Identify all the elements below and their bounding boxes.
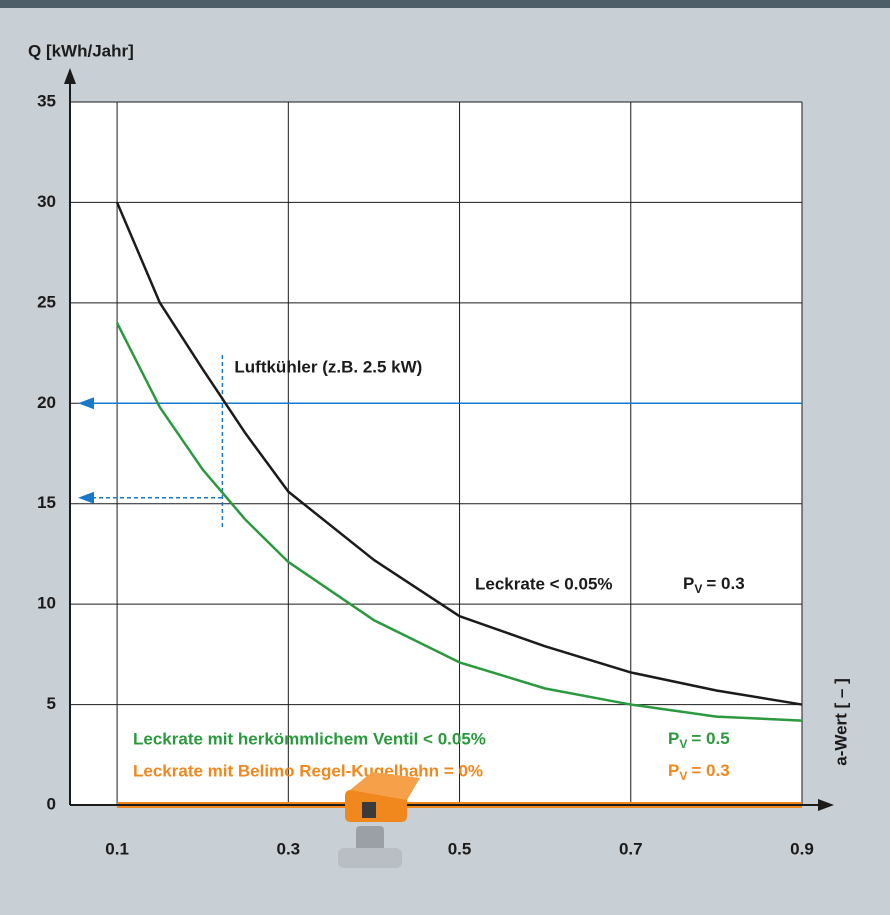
x-axis-label: a-Wert [ – ] <box>831 678 850 766</box>
y-axis-arrow <box>64 68 76 84</box>
pv-part: = 0.5 <box>691 729 729 748</box>
y-tick-label: 5 <box>47 694 56 713</box>
x-tick-label: 0.3 <box>276 839 300 858</box>
y-tick-label: 35 <box>37 91 56 110</box>
x-tick-label: 0.5 <box>448 839 472 858</box>
pv-part: P <box>668 729 679 748</box>
series-pv: PV = 0.3 <box>668 761 730 783</box>
pv-part: P <box>668 761 679 780</box>
x-axis-arrow <box>818 799 834 811</box>
pv-part: V <box>694 582 702 596</box>
series-label: Leckrate < 0.05% <box>475 574 613 593</box>
y-tick-label: 0 <box>47 794 56 813</box>
top-bar <box>0 0 890 8</box>
y-axis-label: Q [kWh/Jahr] <box>28 41 134 60</box>
pv-part: V <box>679 737 687 751</box>
series-label: Leckrate mit Belimo Regel-Kugelhahn = 0% <box>133 761 483 780</box>
series-pv: PV = 0.3 <box>683 574 745 596</box>
y-tick-label: 15 <box>37 493 56 512</box>
y-tick-label: 30 <box>37 192 56 211</box>
pv-part: = 0.3 <box>691 761 729 780</box>
plot-area <box>70 102 802 805</box>
actuator-knob <box>362 802 376 818</box>
y-tick-label: 25 <box>37 292 56 311</box>
pv-part: = 0.3 <box>706 574 744 593</box>
series-pv: PV = 0.5 <box>668 729 730 751</box>
pv-part: P <box>683 574 694 593</box>
pv-part: V <box>679 769 687 783</box>
annotation-text: Luftkühler (z.B. 2.5 kW) <box>234 357 422 376</box>
y-tick-label: 10 <box>37 594 56 613</box>
x-tick-label: 0.1 <box>105 839 129 858</box>
page: Q [kWh/Jahr] a-Wert [ – ] 0 5 10 15 20 25 30 35… <box>0 0 890 910</box>
y-tick-label: 20 <box>37 393 56 412</box>
x-tick-label: 0.9 <box>790 839 814 858</box>
x-tick-label: 0.7 <box>619 839 643 858</box>
chart: Q [kWh/Jahr] a-Wert [ – ] 0 5 10 15 20 25 30 35… <box>0 0 890 910</box>
series-label: Leckrate mit herkömmlichem Ventil < 0.05… <box>133 729 486 748</box>
valve-pipe <box>338 848 402 868</box>
